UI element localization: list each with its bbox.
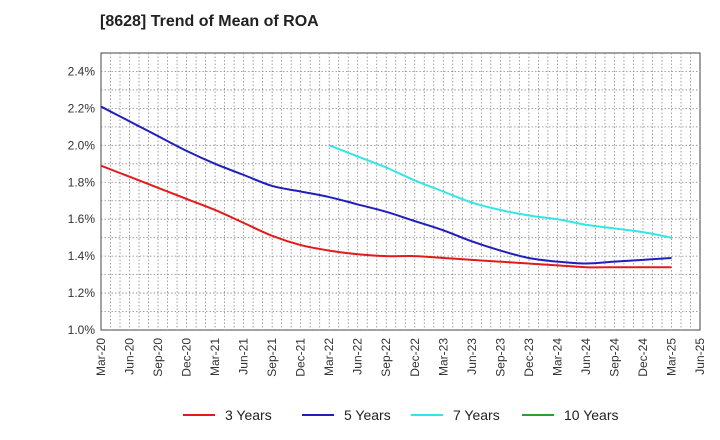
y-tick-label: 1.4% <box>68 249 96 263</box>
chart-title: [8628] Trend of Mean of ROA <box>100 13 319 30</box>
y-tick-label: 1.2% <box>68 286 96 300</box>
y-tick-label: 1.0% <box>68 323 96 337</box>
x-tick-label: Sep-21 <box>265 338 279 377</box>
legend-label: 5 Years <box>344 407 391 423</box>
x-tick-label: Sep-23 <box>493 338 507 377</box>
x-tick-label: Mar-23 <box>436 338 450 376</box>
x-tick-label: Mar-22 <box>322 338 336 376</box>
x-tick-label: Jun-21 <box>237 338 251 375</box>
x-tick-label: Sep-20 <box>151 338 165 377</box>
legend-item-10-years: 10 Years <box>522 405 619 425</box>
y-tick-label: 2.4% <box>68 64 96 78</box>
plot-area <box>100 52 701 331</box>
legend-swatch <box>183 414 215 416</box>
x-tick-label: Mar-24 <box>550 338 564 376</box>
legend: 3 Years 5 Years 7 Years 10 Years <box>0 405 720 425</box>
legend-label: 7 Years <box>453 407 500 423</box>
x-tick-label: Jun-22 <box>351 338 365 375</box>
legend-item-5-years: 5 Years <box>302 405 391 425</box>
legend-label: 10 Years <box>564 407 619 423</box>
x-tick-label: Jun-25 <box>693 338 707 375</box>
x-tick-label: Jun-23 <box>465 338 479 375</box>
x-tick-label: Dec-20 <box>180 338 194 377</box>
x-tick-label: Sep-24 <box>607 338 621 377</box>
legend-swatch <box>522 414 554 416</box>
series-line-3-years <box>100 164 672 269</box>
legend-item-3-years: 3 Years <box>183 405 272 425</box>
x-tick-label: Sep-22 <box>379 338 393 377</box>
series-line-7-years <box>328 144 672 239</box>
x-tick-label: Mar-20 <box>94 338 108 376</box>
legend-item-7-years: 7 Years <box>411 405 500 425</box>
x-tick-label: Mar-21 <box>208 338 222 376</box>
legend-label: 3 Years <box>225 407 272 423</box>
x-tick-label: Jun-20 <box>123 338 137 375</box>
x-tick-label: Dec-24 <box>636 338 650 377</box>
x-tick-label: Dec-22 <box>408 338 422 377</box>
y-tick-label: 1.8% <box>68 175 96 189</box>
y-tick-label: 2.0% <box>68 138 96 152</box>
x-tick-label: Dec-23 <box>522 338 536 377</box>
x-tick-label: Dec-21 <box>294 338 308 377</box>
y-tick-label: 1.6% <box>68 212 96 226</box>
x-tick-label: Jun-24 <box>579 338 593 375</box>
legend-swatch <box>302 414 334 416</box>
x-tick-label: Mar-25 <box>664 338 678 376</box>
y-tick-label: 2.2% <box>68 101 96 115</box>
legend-swatch <box>411 414 443 416</box>
series-line-5-years <box>100 105 672 265</box>
